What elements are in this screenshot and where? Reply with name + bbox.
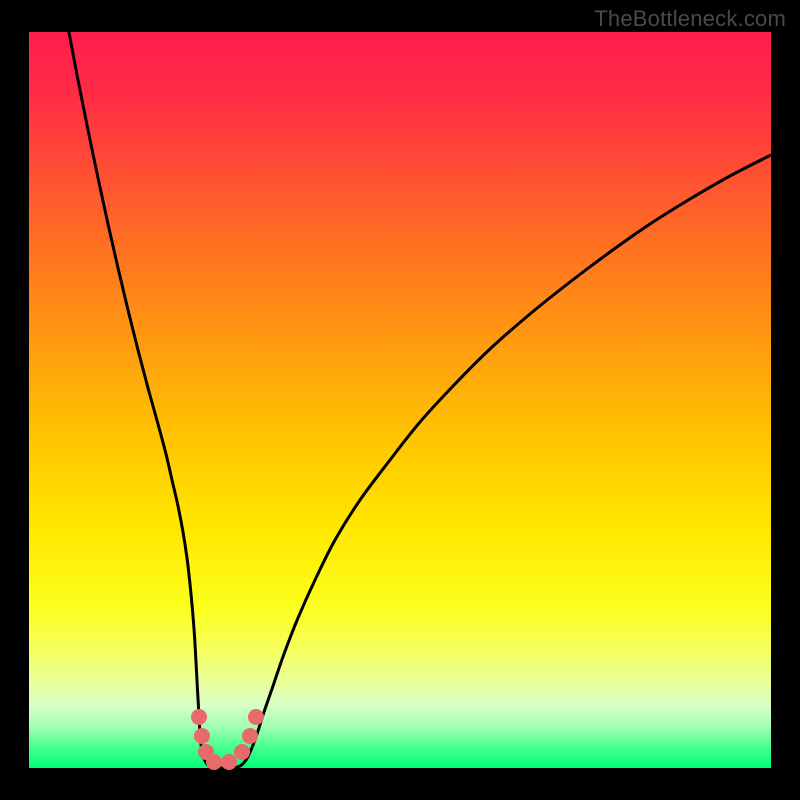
highlight-marker	[242, 728, 258, 744]
highlight-marker	[248, 709, 264, 725]
highlight-marker	[191, 709, 207, 725]
chart-stage: TheBottleneck.com	[0, 0, 800, 800]
highlight-marker	[206, 754, 222, 770]
chart-svg	[0, 0, 800, 800]
highlight-marker	[221, 754, 237, 770]
gradient-background	[29, 32, 771, 768]
highlight-marker	[234, 744, 250, 760]
highlight-marker	[194, 728, 210, 744]
attribution-text: TheBottleneck.com	[594, 6, 786, 32]
